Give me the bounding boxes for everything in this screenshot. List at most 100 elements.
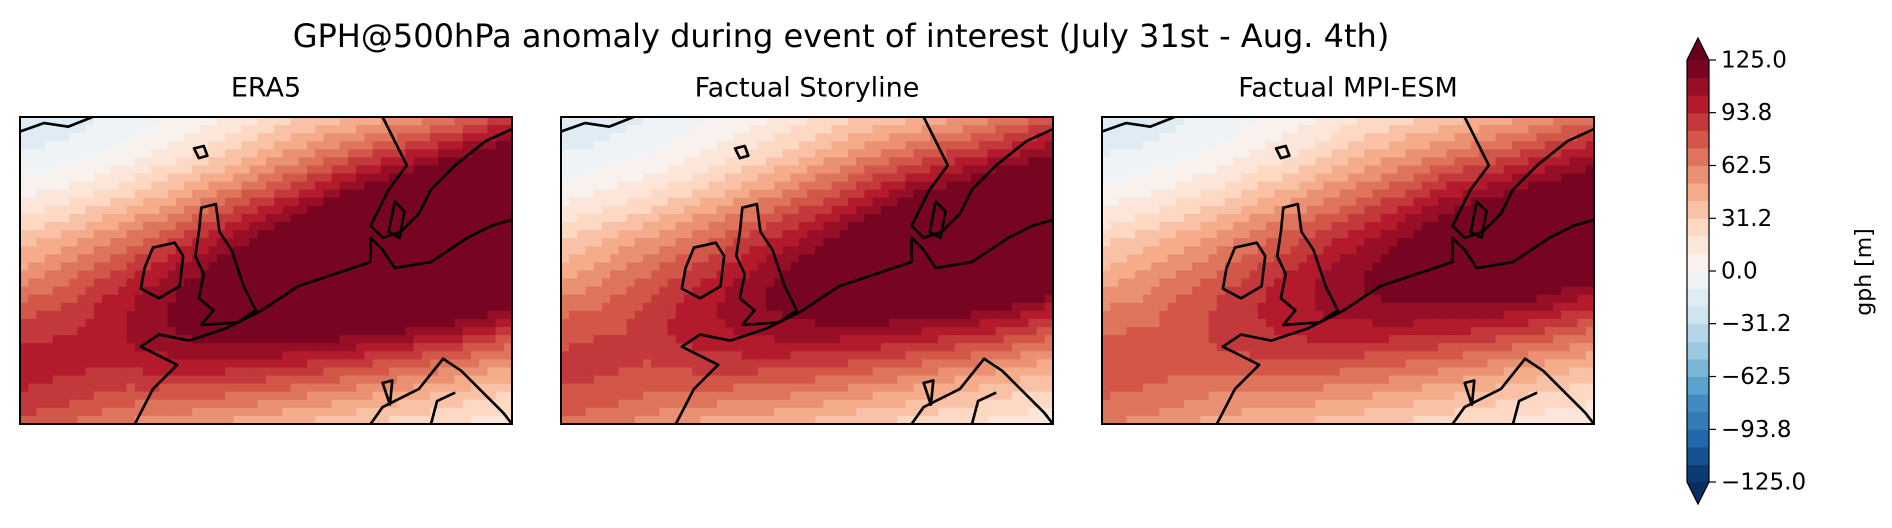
- map-cell: [987, 230, 996, 239]
- map-cell: [496, 271, 505, 280]
- map-cell: [799, 327, 808, 336]
- map-cell: [1037, 246, 1046, 255]
- map-cell: [774, 182, 783, 191]
- map-cell: [971, 335, 980, 344]
- map-cell: [840, 254, 849, 263]
- map-cell: [905, 165, 914, 174]
- map-cell: [86, 343, 95, 352]
- map-cell: [356, 351, 365, 360]
- map-cell: [586, 311, 595, 320]
- map-cell: [168, 351, 177, 360]
- map-cell: [430, 149, 439, 158]
- map-cell: [955, 125, 964, 134]
- map-cell: [832, 206, 841, 215]
- map-cell: [463, 295, 472, 304]
- map-cell: [446, 198, 455, 207]
- map-cell: [881, 408, 890, 417]
- map-cell: [487, 295, 496, 304]
- map-cell: [430, 319, 439, 328]
- map-cell: [864, 384, 873, 393]
- map-cell: [20, 133, 29, 142]
- map-cell: [594, 343, 603, 352]
- map-cell: [848, 125, 857, 134]
- map-cell: [282, 230, 291, 239]
- map-cell: [684, 319, 693, 328]
- map-cell: [938, 351, 947, 360]
- map-cell: [996, 254, 1005, 263]
- map-cell: [291, 351, 300, 360]
- map-cell: [971, 206, 980, 215]
- map-cell: [602, 133, 611, 142]
- map-cell: [176, 408, 185, 417]
- map-cell: [1496, 157, 1505, 166]
- map-cell: [577, 392, 586, 401]
- map-cell: [1004, 279, 1013, 288]
- map-cell: [774, 400, 783, 409]
- map-cell: [463, 335, 472, 344]
- map-cell: [807, 351, 816, 360]
- map-cell: [233, 295, 242, 304]
- map-cell: [94, 400, 103, 409]
- map-cell: [1487, 133, 1496, 142]
- map-cell: [1184, 133, 1193, 142]
- map-cell: [1028, 182, 1037, 191]
- map-cell: [1381, 117, 1390, 126]
- map-cell: [881, 303, 890, 312]
- map-cell: [717, 133, 726, 142]
- map-cell: [61, 157, 70, 166]
- map-cell: [815, 400, 824, 409]
- map-cell: [192, 376, 201, 385]
- map-cell: [610, 367, 619, 376]
- map-cell: [45, 376, 54, 385]
- map-cell: [1004, 335, 1013, 344]
- map-cell: [807, 392, 816, 401]
- map-cell: [414, 133, 423, 142]
- map-cell: [299, 311, 308, 320]
- map-cell: [315, 246, 324, 255]
- map-cell: [102, 133, 111, 142]
- map-cell: [127, 271, 136, 280]
- map-cell: [618, 287, 627, 296]
- map-cell: [651, 343, 660, 352]
- map-cell: [996, 141, 1005, 150]
- map-cell: [455, 198, 464, 207]
- map-cell: [299, 335, 308, 344]
- map-cell: [446, 254, 455, 263]
- map-cell: [1315, 157, 1324, 166]
- map-cell: [356, 327, 365, 336]
- map-cell: [192, 190, 201, 199]
- map-cell: [848, 133, 857, 142]
- map-cell: [1348, 165, 1357, 174]
- map-cell: [266, 408, 275, 417]
- map-cell: [799, 165, 808, 174]
- map-cell: [979, 367, 988, 376]
- map-cell: [364, 271, 373, 280]
- map-cell: [791, 271, 800, 280]
- map-cell: [389, 408, 398, 417]
- map-cell: [791, 214, 800, 223]
- map-cell: [159, 400, 168, 409]
- map-cell: [1397, 141, 1406, 150]
- map-cell: [996, 384, 1005, 393]
- map-cell: [274, 400, 283, 409]
- map-cell: [274, 303, 283, 312]
- map-cell: [569, 141, 578, 150]
- map-cell: [479, 303, 488, 312]
- map-cell: [610, 165, 619, 174]
- map-cell: [381, 343, 390, 352]
- map-cell: [496, 141, 505, 150]
- map-cell: [463, 400, 472, 409]
- map-cell: [487, 271, 496, 280]
- map-cell: [569, 262, 578, 271]
- map-cell: [602, 230, 611, 239]
- map-cell: [635, 400, 644, 409]
- map-cell: [930, 319, 939, 328]
- map-cell: [61, 319, 70, 328]
- map-cell: [1028, 149, 1037, 158]
- map-cell: [840, 400, 849, 409]
- map-cell: [651, 174, 660, 183]
- map-cell: [815, 279, 824, 288]
- map-cell: [381, 262, 390, 271]
- map-cell: [766, 157, 775, 166]
- map-cell: [717, 392, 726, 401]
